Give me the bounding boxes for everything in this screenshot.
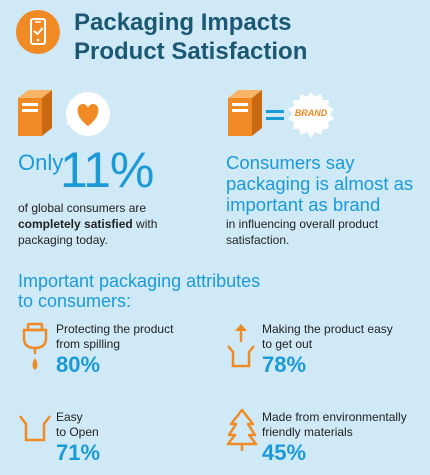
attribute-label-easy-open-line-1: Easy <box>56 410 83 424</box>
brand-headline-line-1: Consumers say <box>226 152 355 173</box>
attribute-label-spill-line-1: Protecting the product <box>56 322 174 336</box>
open-box-icon <box>18 412 52 449</box>
only-label: Only <box>18 150 64 175</box>
attribute-percent-easy-out: 78% <box>262 352 307 377</box>
attribute-label-eco-line-2: friendly materials <box>262 425 353 439</box>
satisfied-line-1: of global consumers are <box>18 201 147 215</box>
attributes-heading-line-2: to consumers: <box>18 291 132 311</box>
attribute-percent-eco: 45% <box>262 440 307 465</box>
attribute-label-easy-open-line-2: to Open <box>56 425 99 439</box>
package-box-icon <box>18 90 52 141</box>
title-line-2: Product Satisfaction <box>74 38 308 65</box>
brand-badge: BRAND <box>288 92 334 138</box>
attribute-label-spill-line-2: from spilling <box>56 337 121 351</box>
attribute-percent-easy-open: 71% <box>56 440 101 465</box>
attributes-heading-line-1: Important packaging attributes <box>18 271 261 291</box>
page-title: Packaging Impacts Product Satisfaction <box>74 8 424 66</box>
brand-badge-text: BRAND <box>294 108 328 118</box>
attribute-label-eco: Made from environmentally friendly mater… <box>262 410 427 440</box>
attribute-label-eco-line-1: Made from environmentally <box>262 410 407 424</box>
satisfied-line-3: packaging today. <box>18 233 108 247</box>
attribute-percent-spill: 80% <box>56 352 101 377</box>
satisfied-description: of global consumers are completely satis… <box>18 200 218 248</box>
box-arrow-up-icon <box>226 322 256 373</box>
satisfied-percent: 11% <box>60 142 154 198</box>
phone-package-icon <box>16 10 60 54</box>
brand-headline: Consumers say packaging is almost as imp… <box>226 152 426 215</box>
satisfied-line-2-rest: with <box>132 217 158 231</box>
brand-description-line-2: satisfaction. <box>226 233 290 247</box>
heart-speech-bubble-icon <box>60 90 112 145</box>
attributes-heading: Important packaging attributes to consum… <box>18 271 318 311</box>
satisfied-line-2: completely satisfied with <box>18 216 218 232</box>
attribute-label-easy-out: Making the product easy to get out <box>262 322 427 352</box>
brand-headline-line-3: important as brand <box>226 194 381 215</box>
attribute-label-spill: Protecting the product from spilling <box>56 322 226 352</box>
attribute-label-easy-out-line-2: to get out <box>262 337 313 351</box>
brand-description: in influencing overall product satisfact… <box>226 216 426 248</box>
spill-drop-icon <box>20 322 50 381</box>
brand-headline-line-2: packaging is almost as <box>226 173 414 194</box>
tree-icon <box>226 408 258 457</box>
equals-icon <box>266 108 284 127</box>
attribute-label-easy-open: Easy to Open <box>56 410 176 440</box>
title-line-1: Packaging Impacts <box>74 9 292 36</box>
package-box-icon-right <box>228 90 262 141</box>
brand-description-line-1: in influencing overall product <box>226 217 379 231</box>
satisfied-bold: completely satisfied <box>18 217 133 231</box>
attribute-label-easy-out-line-1: Making the product easy <box>262 322 393 336</box>
